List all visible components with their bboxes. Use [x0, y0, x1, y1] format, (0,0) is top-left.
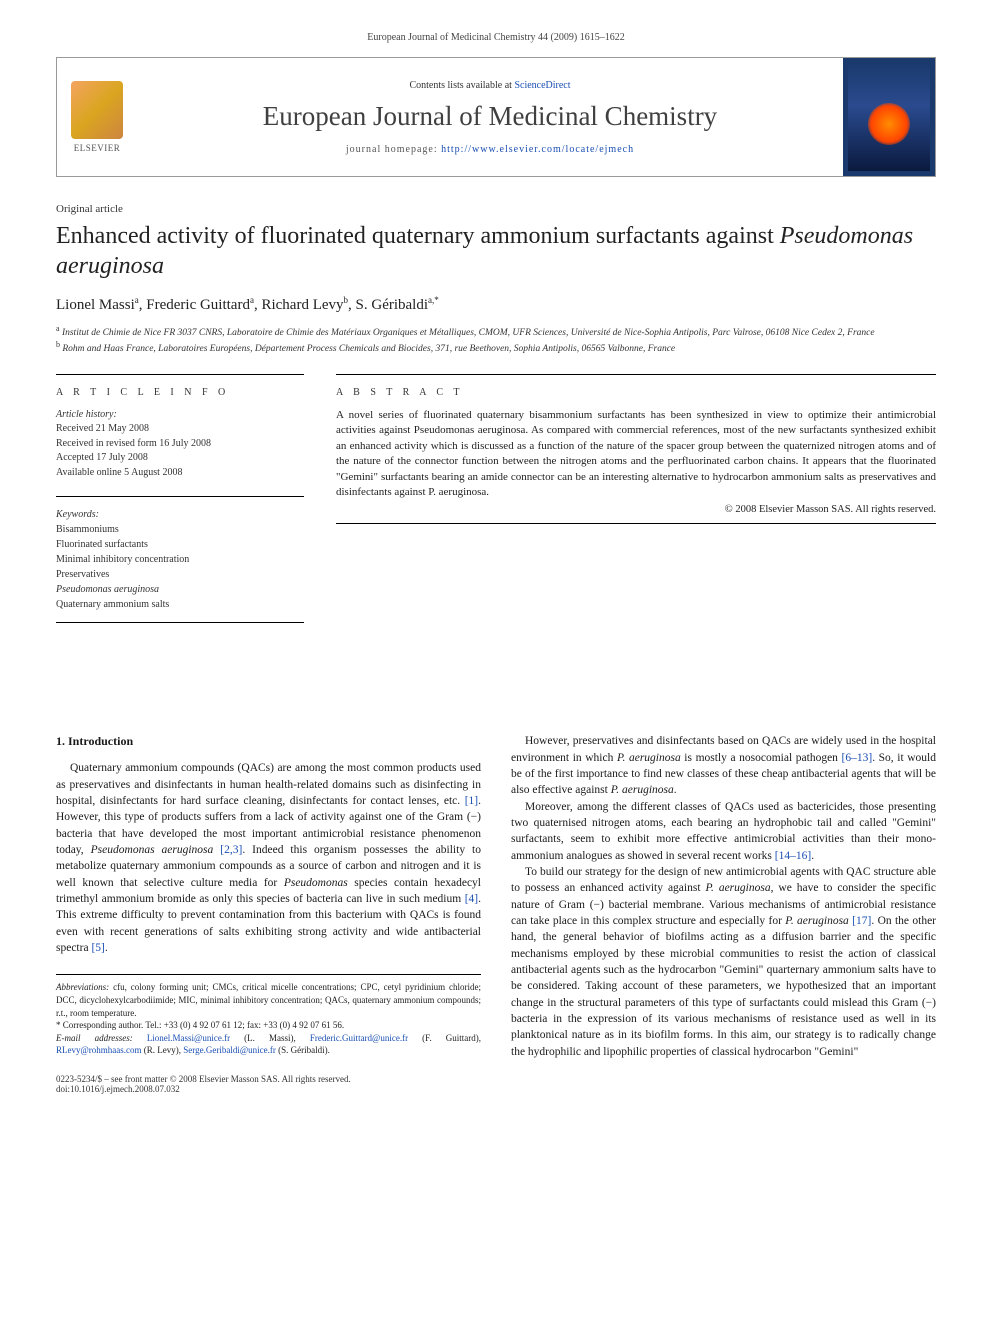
keyword: Quaternary ammonium salts	[56, 597, 304, 612]
keyword: Preservatives	[56, 567, 304, 582]
keywords-block: Keywords: Bisammoniums Fluorinated surfa…	[56, 507, 304, 612]
email-link[interactable]: Lionel.Massi@unice.fr	[147, 1033, 230, 1043]
author-affil-sup: b	[344, 295, 349, 305]
abstract-text: A novel series of fluorinated quaternary…	[336, 408, 936, 500]
column-left: 1. Introduction Quaternary ammonium comp…	[56, 733, 481, 1060]
affiliations: a Institut de Chimie de Nice FR 3037 CNR…	[56, 324, 936, 356]
publisher-logo-block: ELSEVIER	[57, 58, 137, 176]
author: Richard Levy	[261, 297, 343, 313]
abbr-label: Abbreviations:	[56, 982, 109, 992]
citation-link[interactable]: [4]	[465, 893, 478, 905]
author: Lionel Massi	[56, 297, 135, 313]
email-who: (S. Géribaldi).	[278, 1045, 330, 1055]
paragraph: Moreover, among the different classes of…	[511, 799, 936, 864]
email-label: E-mail addresses:	[56, 1033, 133, 1043]
article-history: Article history: Received 21 May 2008 Re…	[56, 408, 304, 481]
article-title: Enhanced activity of fluorinated quatern…	[56, 221, 936, 281]
citation-link[interactable]: [5]	[91, 942, 104, 954]
article-meta-row: A R T I C L E I N F O Article history: R…	[56, 374, 936, 624]
authors-line: Lionel Massia, Frederic Guittarda, Richa…	[56, 295, 936, 314]
abstract-block: A B S T R A C T A novel series of fluori…	[336, 374, 936, 624]
sciencedirect-link[interactable]: ScienceDirect	[514, 80, 570, 91]
section-number: 1.	[56, 734, 65, 748]
email-link[interactable]: Serge.Geribaldi@unice.fr	[183, 1045, 276, 1055]
doi-line: doi:10.1016/j.ejmech.2008.07.032	[56, 1084, 351, 1094]
citation-link[interactable]: [2,3]	[220, 844, 242, 856]
citation-link[interactable]: [14–16]	[775, 850, 811, 862]
history-accepted: Accepted 17 July 2008	[56, 451, 304, 466]
journal-homepage-line: journal homepage: http://www.elsevier.co…	[346, 144, 634, 155]
title-text: Enhanced activity of fluorinated quatern…	[56, 223, 780, 249]
journal-title: European Journal of Medicinal Chemistry	[263, 101, 717, 132]
article-info-heading: A R T I C L E I N F O	[56, 387, 304, 398]
author-affil-sup: a	[135, 295, 139, 305]
banner-center: Contents lists available at ScienceDirec…	[137, 58, 843, 176]
journal-banner: ELSEVIER Contents lists available at Sci…	[56, 57, 936, 177]
affiliation-text: Institut de Chimie de Nice FR 3037 CNRS,…	[62, 328, 875, 338]
author-affil-sup: a,*	[428, 295, 439, 305]
affiliation-text: Rohm and Haas France, Laboratoires Europ…	[62, 344, 675, 354]
history-received: Received 21 May 2008	[56, 422, 304, 437]
history-revised: Received in revised form 16 July 2008	[56, 437, 304, 452]
author: Frederic Guittard	[146, 297, 250, 313]
emails-footnote: E-mail addresses: Lionel.Massi@unice.fr …	[56, 1032, 481, 1057]
affiliation-b: b Rohm and Haas France, Laboratoires Eur…	[56, 340, 936, 356]
footnotes-block: Abbreviations: cfu, colony forming unit;…	[56, 974, 481, 1057]
corr-label: * Corresponding author.	[56, 1020, 143, 1030]
article-info-block: A R T I C L E I N F O Article history: R…	[56, 374, 304, 624]
front-matter-line: 0223-5234/$ – see front matter © 2008 El…	[56, 1074, 351, 1084]
corresponding-footnote: * Corresponding author. Tel.: +33 (0) 4 …	[56, 1019, 481, 1032]
homepage-prefix: journal homepage:	[346, 144, 441, 155]
corr-text: Tel.: +33 (0) 4 92 07 61 12; fax: +33 (0…	[145, 1020, 344, 1030]
email-who: (L. Massi)	[244, 1033, 293, 1043]
email-who: (F. Guittard)	[422, 1033, 479, 1043]
footer-left: 0223-5234/$ – see front matter © 2008 El…	[56, 1074, 351, 1094]
keywords-label: Keywords:	[56, 507, 304, 522]
abstract-copyright: © 2008 Elsevier Masson SAS. All rights r…	[336, 504, 936, 515]
author: S. Géribaldi	[356, 297, 429, 313]
author-affil-sup: a	[250, 295, 254, 305]
abbr-text: cfu, colony forming unit; CMCs, critical…	[56, 982, 481, 1017]
keyword: Bisammoniums	[56, 522, 304, 537]
email-link[interactable]: Frederic.Guittard@unice.fr	[310, 1033, 408, 1043]
paragraph: Quaternary ammonium compounds (QACs) are…	[56, 760, 481, 956]
email-link[interactable]: RLevy@rohmhaas.com	[56, 1045, 142, 1055]
history-label: Article history:	[56, 408, 304, 423]
paragraph: However, preservatives and disinfectants…	[511, 733, 936, 798]
email-who: (R. Levy)	[144, 1045, 179, 1055]
affiliation-a: a Institut de Chimie de Nice FR 3037 CNR…	[56, 324, 936, 340]
citation-link[interactable]: [1]	[465, 795, 478, 807]
journal-cover-icon	[848, 63, 930, 171]
journal-homepage-link[interactable]: http://www.elsevier.com/locate/ejmech	[441, 144, 634, 155]
article-type: Original article	[56, 203, 936, 215]
keyword: Minimal inhibitory concentration	[56, 552, 304, 567]
cover-thumbnail-block	[843, 58, 935, 176]
history-online: Available online 5 August 2008	[56, 466, 304, 481]
elsevier-tree-icon	[71, 81, 123, 139]
body-columns: 1. Introduction Quaternary ammonium comp…	[56, 733, 936, 1060]
abstract-heading: A B S T R A C T	[336, 387, 936, 398]
publisher-label: ELSEVIER	[74, 143, 121, 153]
contents-available-line: Contents lists available at ScienceDirec…	[409, 80, 570, 91]
running-head: European Journal of Medicinal Chemistry …	[56, 32, 936, 43]
citation-link[interactable]: [17]	[852, 915, 871, 927]
keyword: Pseudomonas aeruginosa	[56, 582, 304, 597]
keyword: Fluorinated surfactants	[56, 537, 304, 552]
keyword-species: Pseudomonas aeruginosa	[56, 584, 159, 595]
column-right: However, preservatives and disinfectants…	[511, 733, 936, 1060]
section-heading: 1. Introduction	[56, 733, 481, 750]
citation-link[interactable]: [6–13]	[842, 752, 873, 764]
page-footer: 0223-5234/$ – see front matter © 2008 El…	[56, 1074, 936, 1094]
section-title: Introduction	[68, 734, 133, 748]
paragraph: To build our strategy for the design of …	[511, 864, 936, 1060]
contents-prefix: Contents lists available at	[409, 80, 514, 91]
abbreviations-footnote: Abbreviations: cfu, colony forming unit;…	[56, 981, 481, 1019]
